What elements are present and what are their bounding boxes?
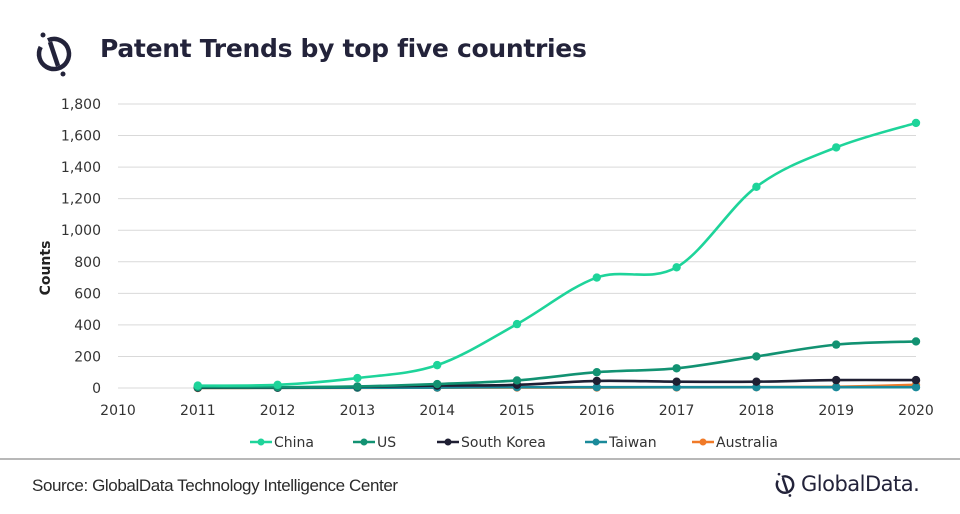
data-point-china (911, 118, 921, 128)
gridlines (118, 103, 916, 389)
y-tick-label: 200 (74, 349, 101, 365)
line-china (197, 121, 917, 387)
legend-item-us: US (353, 435, 396, 451)
x-tick-label: 2018 (739, 403, 775, 419)
chart-header (32, 28, 76, 78)
legend-marker (257, 438, 265, 446)
y-tick-label: 0 (92, 381, 101, 397)
source-note: Source: GlobalData Technology Intelligen… (32, 476, 398, 495)
data-point-china (672, 263, 681, 272)
legend-label: South Korea (461, 435, 546, 451)
data-point-china (592, 273, 601, 282)
data-point-china (353, 373, 362, 383)
y-axis-ticks: 0 200 400 600 800 1,000 1,200 1,400 1,600 1,800 (61, 97, 101, 397)
y-tick-label: 1,400 (61, 160, 101, 176)
data-point-china (752, 182, 761, 192)
data-point-china (433, 360, 442, 370)
data-point-us (433, 379, 442, 389)
x-axis-ticks: 2010 2011 2012 2013 2014 2015 2016 2017 2018 2019… (100, 403, 934, 419)
x-tick-label: 2014 (419, 403, 455, 419)
y-tick-label: 400 (74, 318, 101, 334)
data-point-china (512, 319, 522, 329)
data-point-taiwan (832, 383, 841, 392)
data-point-south-korea (832, 375, 841, 385)
legend-marker (592, 438, 600, 446)
data-point-us (832, 340, 841, 349)
data-point-south-korea (592, 376, 601, 386)
data-point-taiwan (592, 383, 601, 392)
y-axis-label: Counts (38, 241, 54, 296)
y-tick-label: 1,800 (61, 97, 101, 113)
data-point-taiwan (911, 383, 921, 392)
brand-logo: GlobalData. (773, 470, 920, 498)
globaldata-brand-icon (775, 472, 795, 497)
x-tick-label: 2011 (180, 403, 216, 419)
data-point-south-korea (752, 377, 761, 386)
legend-item-taiwan: Taiwan (585, 435, 657, 451)
legend-marker (699, 438, 707, 446)
data-point-china (193, 381, 202, 390)
legend-label: Australia (716, 435, 778, 451)
legend-label: US (377, 435, 396, 451)
x-tick-label: 2013 (340, 403, 376, 419)
legend-item-south-korea: South Korea (437, 435, 546, 451)
data-point-us (512, 376, 522, 385)
y-tick-label: 1,600 (61, 129, 101, 145)
series-lines (193, 118, 921, 393)
y-tick-label: 1,200 (61, 192, 101, 208)
line-chart: 0 200 400 600 800 1,000 1,200 1,400 1,600 1,800 2… (38, 97, 934, 451)
y-tick-label: 800 (74, 255, 101, 271)
data-point-us (911, 337, 921, 346)
x-tick-label: 2017 (659, 403, 695, 419)
legend-label: China (274, 435, 314, 451)
x-tick-label: 2010 (100, 403, 136, 419)
data-point-south-korea (911, 375, 921, 385)
x-tick-label: 2020 (898, 403, 934, 419)
y-tick-label: 600 (74, 286, 101, 302)
y-tick-label: 1,000 (61, 223, 101, 239)
data-point-us (353, 382, 362, 391)
data-point-south-korea (672, 377, 681, 386)
footer-divider (0, 458, 960, 460)
legend: China US South Korea Taiwan Australia (250, 435, 778, 451)
data-point-us (672, 364, 681, 373)
brand-name: GlobalData. (801, 472, 920, 496)
data-point-us (592, 368, 601, 377)
x-tick-label: 2016 (579, 403, 615, 419)
legend-marker (444, 438, 452, 446)
legend-item-china: China (250, 435, 314, 451)
line-us (197, 340, 917, 389)
data-point-china (273, 380, 282, 390)
chart-title: Patent Trends by top five countries (100, 34, 587, 63)
x-tick-label: 2015 (499, 403, 535, 419)
legend-label: Taiwan (608, 435, 657, 451)
x-tick-label: 2012 (260, 403, 296, 419)
x-tick-label: 2019 (818, 403, 854, 419)
data-point-china (832, 143, 841, 152)
legend-marker (360, 438, 368, 446)
data-point-us (752, 352, 761, 361)
legend-item-australia: Australia (692, 435, 778, 451)
series-china (193, 118, 921, 390)
globaldata-logo-icon (36, 32, 72, 77)
